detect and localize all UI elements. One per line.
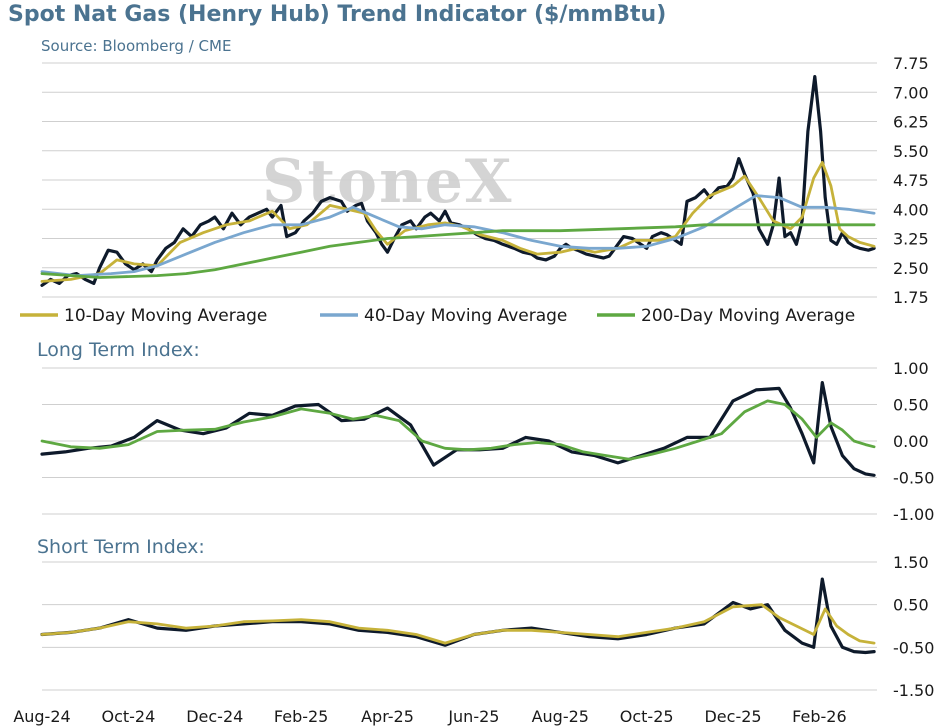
y-tick-label: 0.00 [893, 432, 929, 451]
y-tick-label: 2.50 [893, 259, 929, 278]
200-day-moving-average-series-line [40, 223, 876, 279]
legend-label: 200-Day Moving Average [641, 306, 855, 326]
long-term-index-title: Long Term Index: [37, 339, 200, 361]
10-day-moving-average-series-line [40, 161, 876, 283]
y-tick-label: 6.25 [893, 113, 929, 132]
x-tick-label: Aug-25 [532, 707, 589, 726]
x-tick-label: Feb-25 [274, 707, 328, 726]
y-tick-label: 5.50 [893, 142, 929, 161]
x-tick-label: Dec-24 [186, 707, 243, 726]
x-tick-label: Feb-26 [792, 707, 846, 726]
y-tick-label: 1.00 [893, 359, 929, 378]
x-tick-label: Jun-25 [447, 707, 499, 726]
spot-price-series-line [40, 75, 876, 287]
watermark-text: StoneX [262, 147, 513, 217]
x-tick-label: Oct-25 [620, 707, 674, 726]
index-average-series-line [40, 399, 876, 461]
x-tick-label: Dec-25 [704, 707, 761, 726]
spot-price-series-line [40, 381, 876, 477]
legend-label: 10-Day Moving Average [64, 306, 267, 326]
40-day-moving-average-series-line [40, 194, 876, 277]
legend-label: 40-Day Moving Average [364, 306, 567, 326]
x-tick-label: Oct-24 [101, 707, 155, 726]
y-tick-label: -0.50 [893, 469, 934, 488]
y-tick-label: 3.25 [893, 230, 929, 249]
y-tick-label: -0.50 [893, 638, 934, 657]
y-tick-label: 7.75 [893, 54, 929, 73]
short-term-index-title: Short Term Index: [37, 536, 205, 558]
y-tick-label: 1.50 [893, 553, 929, 572]
y-tick-label: 0.50 [893, 396, 929, 415]
spot-price-series-line [40, 577, 876, 655]
x-tick-label: Apr-25 [361, 707, 414, 726]
page-title: Spot Nat Gas (Henry Hub) Trend Indicator… [8, 2, 667, 27]
y-tick-label: -1.50 [893, 681, 934, 700]
y-tick-label: -1.00 [893, 505, 934, 524]
source-note: Source: Bloomberg / CME [41, 37, 232, 55]
y-tick-label: 4.75 [893, 171, 929, 190]
y-tick-label: 7.00 [893, 83, 929, 102]
y-tick-label: 1.75 [893, 288, 929, 307]
index-average-series-line [40, 603, 876, 645]
y-tick-label: 4.00 [893, 200, 929, 219]
x-tick-label: Aug-24 [13, 707, 70, 726]
y-tick-label: 0.50 [893, 596, 929, 615]
